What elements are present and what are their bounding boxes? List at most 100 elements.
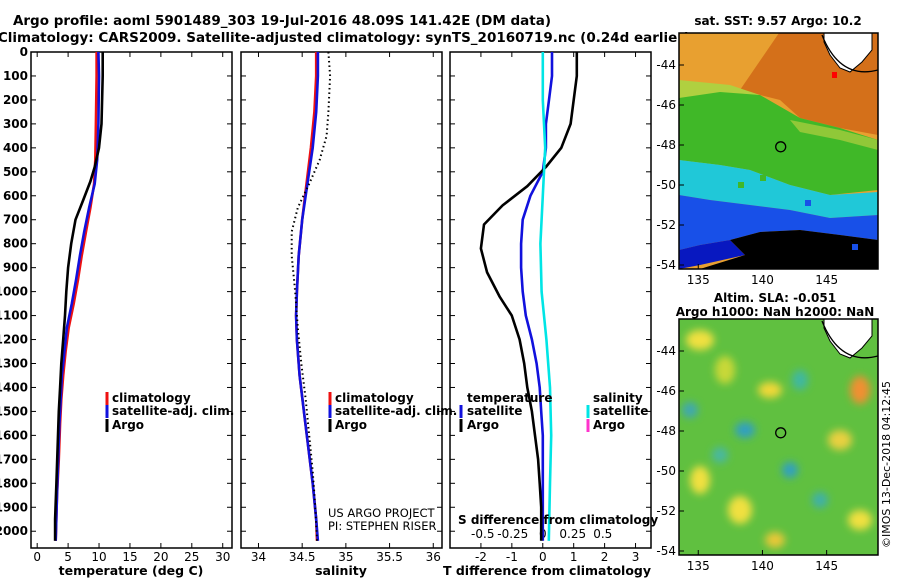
credit-pi: PI: STEPHEN RISER	[328, 519, 437, 533]
salinity-legend: climatology satellite-adj. clim. Argo	[328, 391, 457, 432]
sst-map-title: sat. SST: 9.57 Argo: 10.2	[694, 14, 861, 28]
x-tick-label: 35.5	[376, 550, 403, 564]
sla-map-title: Altim. SLA: -0.051	[714, 291, 836, 305]
x-tick-label: 0	[539, 550, 547, 564]
map-x-tick-label: 135	[687, 559, 710, 573]
depth-tick-label: 300	[3, 117, 28, 131]
map-y-tick-label: -46	[656, 384, 676, 398]
legend-label-s-argo: Argo	[593, 418, 625, 432]
legend-label-s-satellite: satellite	[593, 404, 648, 418]
depth-tick-label: 1400	[0, 380, 28, 394]
x-tick-label: 0	[33, 550, 41, 564]
map-x-tick-label: 145	[815, 273, 838, 287]
map-y-tick-label: -44	[656, 344, 676, 358]
series-salinity-satellite	[539, 52, 553, 541]
x-tick-label: 36	[426, 550, 441, 564]
map-y-tick-label: -48	[656, 138, 676, 152]
series-argo	[53, 52, 104, 541]
legend-title-salinity: salinity	[593, 391, 643, 405]
sla-map-ticks: 135 140 145 -44 -46 -48 -50 -52 -54	[656, 344, 838, 573]
map-y-tick-label: -50	[656, 464, 676, 478]
temperature-legend: climatology satellite-adj. clim. Argo	[105, 391, 234, 432]
figure-title: Argo profile: aoml 5901489_303 19-Jul-20…	[13, 13, 551, 29]
legend-label-t-argo: Argo	[467, 418, 499, 432]
x2-tick-label: 0.5	[593, 527, 612, 541]
imos-watermark: ©IMOS 13-Dec-2018 04:12:45	[880, 381, 893, 548]
difference-legend: temperature salinity satellite Argo sate…	[459, 391, 648, 432]
x-tick-label: 10	[91, 550, 106, 564]
depth-tick-label: 2000	[0, 524, 28, 538]
legend-label-argo: Argo	[335, 418, 367, 432]
map-y-tick-label: -48	[656, 424, 676, 438]
depth-tick-label: 1800	[0, 476, 28, 490]
depth-tick-label: 800	[3, 237, 28, 251]
series-temperature-argo	[479, 52, 579, 541]
x2-tick-label: -0.5	[471, 527, 494, 541]
figure-subtitle: Climatology: CARS2009. Satellite-adjuste…	[0, 30, 690, 46]
legend-label-satellite: satellite-adj. clim.	[335, 404, 457, 418]
depth-tick-label: 1100	[0, 309, 28, 323]
x-tick-label: -2	[475, 550, 487, 564]
x2-axis-label: S difference from climatology	[458, 513, 658, 527]
depth-tick-label: 1200	[0, 333, 28, 347]
depth-tick-label: 700	[3, 213, 28, 227]
depth-tick-label: 1300	[0, 356, 28, 370]
x-tick-label: -1	[506, 550, 518, 564]
x2-tick-label: 0.25	[559, 527, 586, 541]
legend-label-argo: Argo	[112, 418, 144, 432]
x-tick-label: 34.5	[289, 550, 316, 564]
depth-tick-label: 200	[3, 93, 28, 107]
depth-tick-label: 1900	[0, 500, 28, 514]
map-x-tick-label: 145	[815, 559, 838, 573]
depth-tick-label: 1600	[0, 428, 28, 442]
x-tick-label: 1	[570, 550, 578, 564]
x-tick-label: 35	[338, 550, 353, 564]
x-tick-label: 5	[64, 550, 72, 564]
map-x-tick-label: 140	[751, 273, 774, 287]
difference-panel-frame	[449, 51, 652, 549]
depth-tick-label: 600	[3, 189, 28, 203]
x-tick-label: 2	[601, 550, 609, 564]
x-tick-label: 30	[215, 550, 230, 564]
x-tick-label: 25	[184, 550, 199, 564]
salinity-panel-frame	[240, 51, 443, 549]
x2-tick-label: -0.25	[497, 527, 528, 541]
depth-tick-label: 400	[3, 141, 28, 155]
sst-map-ticks: 135 140 145 -44 -46 -48 -50 -52 -54	[656, 58, 838, 287]
x-tick-label: 34	[251, 550, 266, 564]
map-x-tick-label: 140	[751, 559, 774, 573]
series-satellite-adj-clim-	[294, 52, 320, 541]
x-tick-label: 20	[153, 550, 168, 564]
credit-project: US ARGO PROJECT	[328, 506, 436, 520]
difference-axis-label: T difference from climatology	[443, 563, 651, 578]
depth-tick-label: 0	[20, 45, 28, 59]
x-tick-label: 3	[632, 550, 640, 564]
argo-float-marker	[775, 141, 787, 153]
series-climatology	[54, 52, 98, 541]
sst-map	[679, 33, 878, 269]
temperature-panel-frame	[30, 51, 233, 549]
legend-label-t-satellite: satellite	[467, 404, 522, 418]
legend-label-satellite: satellite-adj. clim.	[112, 404, 234, 418]
x-tick-label: 15	[122, 550, 137, 564]
map-y-tick-label: -46	[656, 98, 676, 112]
depth-tick-label: 1700	[0, 452, 28, 466]
map-y-tick-label: -44	[656, 58, 676, 72]
legend-label-climatology: climatology	[112, 391, 191, 405]
temperature-axis-label: temperature (deg C)	[59, 563, 204, 578]
depth-tick-label: 1000	[0, 285, 28, 299]
sla-map	[679, 319, 878, 555]
depth-tick-label: 500	[3, 165, 28, 179]
map-x-tick-label: 135	[687, 273, 710, 287]
legend-label-climatology: climatology	[335, 391, 414, 405]
profile-lines-layer	[53, 51, 579, 541]
axis-ticks-layer: 0100200300400500600700800900100011001200…	[0, 45, 651, 564]
depth-tick-label: 900	[3, 261, 28, 275]
depth-tick-label: 100	[3, 69, 28, 83]
map-y-tick-label: -50	[656, 178, 676, 192]
map-y-tick-label: -52	[656, 218, 676, 232]
map-y-tick-label: -52	[656, 504, 676, 518]
argo-float-marker	[775, 427, 787, 439]
series-temperature-satellite	[519, 52, 554, 541]
